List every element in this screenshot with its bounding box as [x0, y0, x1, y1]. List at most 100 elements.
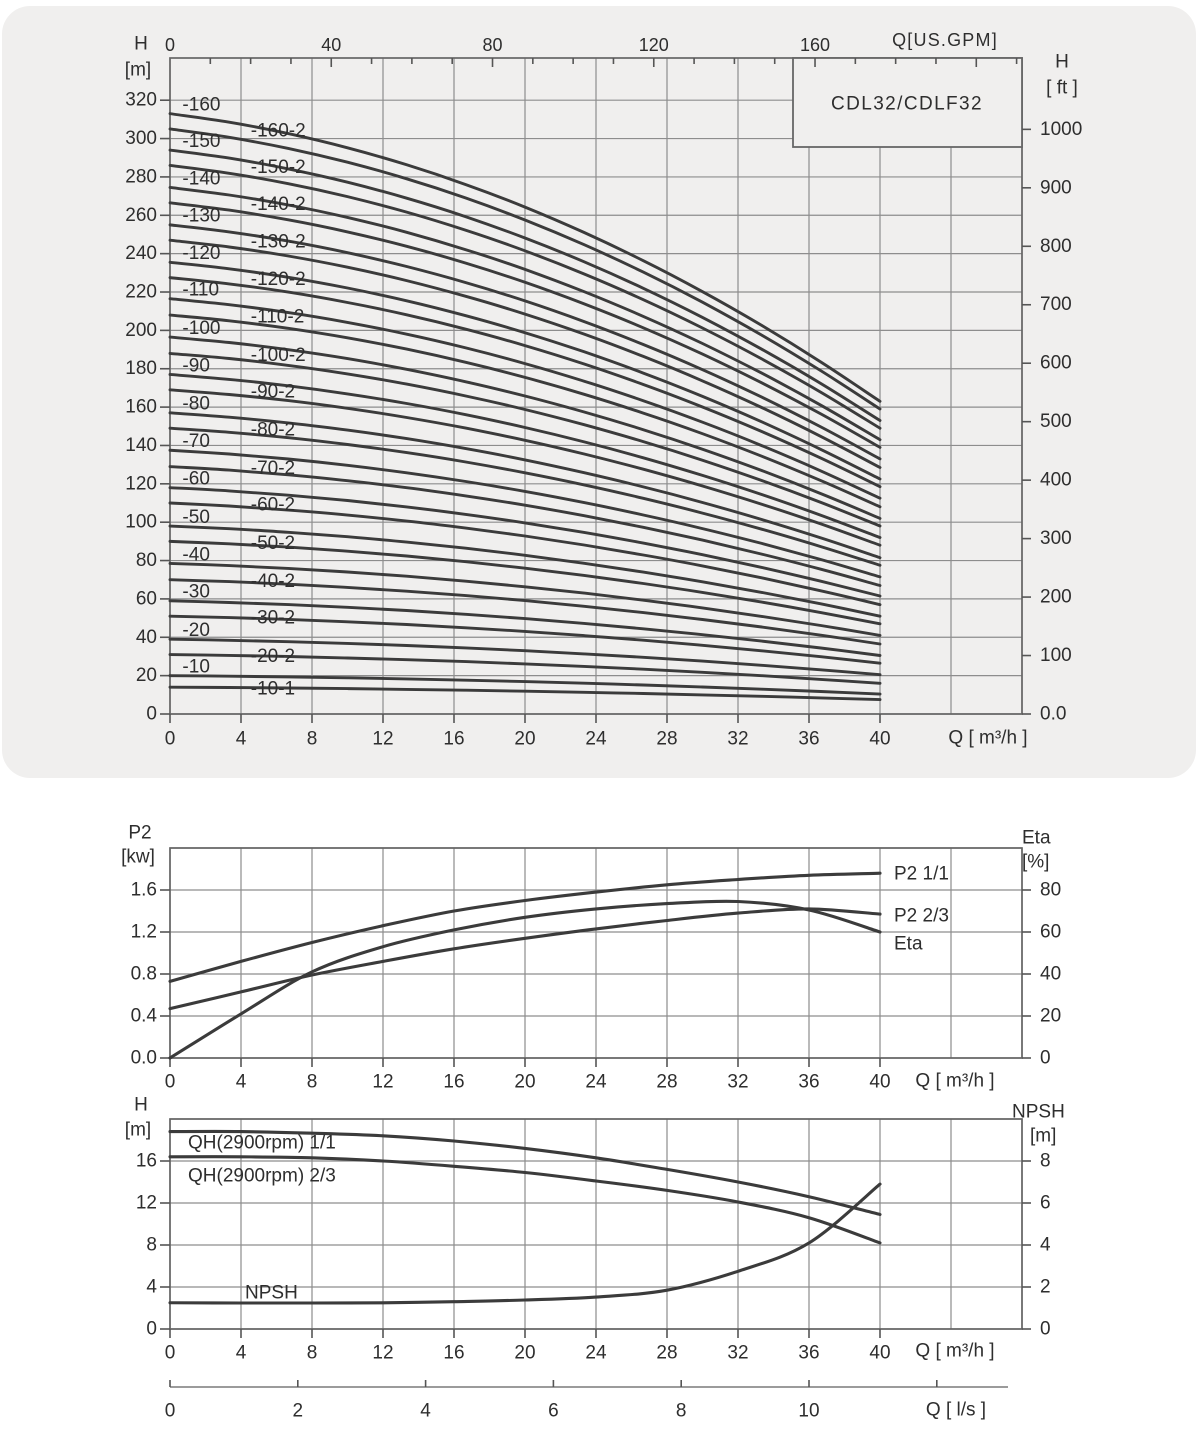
h-ft-tick-label: 800 — [1040, 236, 1072, 257]
curve-label--20: -20 — [182, 620, 209, 641]
curve--160-2 — [168, 127, 882, 411]
q-tick-label: 24 — [585, 1072, 607, 1093]
q-tick-label: 12 — [372, 1343, 393, 1364]
curve--100 — [168, 335, 882, 520]
h-axis-unit: [m] — [125, 1120, 151, 1141]
q-tick-label: 16 — [443, 1343, 464, 1364]
h-ft-tick-label: 100 — [1040, 645, 1072, 666]
curve--160 — [168, 112, 882, 403]
labels: -160 -160-2 -150 -150-2 -140 -140-2 -130 -130-2… — [125, 30, 1082, 750]
curve-P2-2/3 — [168, 907, 882, 1011]
h-m-tick-label: 160 — [125, 397, 157, 418]
npsh-tick-label: 2 — [1040, 1277, 1051, 1298]
curve-label--160: -160 — [182, 94, 220, 115]
curve--80-2 — [168, 426, 882, 567]
curve-label--120: -120 — [182, 243, 220, 264]
h-m-tick-label: 280 — [125, 166, 157, 187]
q-tick-label: 8 — [307, 729, 318, 750]
p2-tick-label: 0.8 — [131, 964, 157, 985]
curve--60-2 — [168, 501, 882, 607]
curve--110 — [168, 297, 882, 500]
h-m-tick-label: 60 — [136, 588, 157, 609]
curve-label--100-2: -100-2 — [251, 345, 306, 366]
npsh-tick-label: 0 — [1040, 1319, 1051, 1340]
qh-npsh-curves — [168, 1129, 882, 1305]
h-ft-tick-label: 300 — [1040, 528, 1072, 549]
h-m-axis-unit: [m] — [125, 60, 151, 81]
curve--20 — [168, 637, 882, 677]
ls-tick-label: 2 — [293, 1401, 304, 1422]
ls-axis-title: Q [ l/s ] — [926, 1400, 986, 1421]
eta-axis-unit: [%] — [1022, 852, 1049, 873]
eta-axis-title: Eta — [1022, 828, 1051, 849]
h-m-tick-label: 180 — [125, 358, 157, 379]
curve-label--80: -80 — [182, 394, 209, 415]
labels: 0.0 0.4 0.8 1.2 1.6 0 20 40 60 80 0 4 8 12 16 20 24 28 32 3… — [121, 823, 1061, 1093]
eta-tick-label: 60 — [1040, 922, 1061, 943]
axis-ticks — [160, 58, 1031, 723]
curve--90-2 — [168, 388, 882, 547]
pump-curves — [168, 112, 882, 702]
curve-label--10-1: -10-1 — [251, 679, 295, 700]
curve--60 — [168, 486, 882, 598]
series-label-3: Eta — [894, 934, 923, 955]
axis-ticks — [160, 1160, 1031, 1338]
q-tick-label: 0 — [165, 1072, 176, 1093]
h-m-tick-label: 40 — [136, 627, 157, 648]
p2-tick-label: 0.0 — [131, 1048, 157, 1069]
curve--110-2 — [168, 313, 882, 509]
eta-tick-label: 0 — [1040, 1048, 1051, 1069]
p2-axis-title: P2 — [128, 823, 151, 844]
h-tick-label: 16 — [136, 1151, 157, 1172]
curve-label--60-2: -60-2 — [251, 494, 295, 515]
q-axis-title: Q [ m³/h ] — [948, 728, 1027, 749]
q-tick-label: 4 — [236, 1072, 247, 1093]
h-ft-tick-label: 1000 — [1040, 119, 1082, 140]
npsh-axis-title: NPSH — [1012, 1102, 1065, 1123]
h-ft-axis-unit: [ ft ] — [1046, 78, 1078, 99]
h-ft-tick-label: 400 — [1040, 470, 1072, 491]
curve-label--150: -150 — [182, 131, 220, 152]
gpm-tick-label: 80 — [482, 35, 502, 55]
h-m-tick-label: 200 — [125, 320, 157, 341]
p2-tick-label: 0.4 — [131, 1006, 158, 1027]
h-ft-tick-label: 200 — [1040, 587, 1072, 608]
q-tick-label: 40 — [869, 1343, 890, 1364]
h-m-tick-label: 0 — [146, 704, 157, 725]
h-m-tick-label: 220 — [125, 282, 157, 303]
curve--80 — [168, 411, 882, 560]
qh-full-label: QH(2900rpm) 1/1 — [188, 1133, 336, 1154]
eta-tick-label: 80 — [1040, 880, 1061, 901]
curve-Eta — [168, 899, 882, 1060]
curve--30 — [168, 599, 882, 657]
curve--50 — [168, 524, 882, 618]
curve-label--100: -100 — [182, 318, 220, 339]
npsh-tick-label: 4 — [1040, 1235, 1051, 1256]
q-tick-label: 16 — [443, 1072, 464, 1093]
curve-label--50: -50 — [182, 507, 209, 528]
q-tick-label: 40 — [869, 729, 890, 750]
curve--150 — [168, 148, 882, 422]
power-curves — [168, 871, 882, 1060]
h-tick-label: 4 — [146, 1277, 157, 1298]
curve--100-2 — [168, 351, 882, 528]
q-tick-label: 4 — [236, 1343, 247, 1364]
h-ft-tick-label: 900 — [1040, 177, 1072, 198]
h-axis-title: H — [134, 1095, 148, 1116]
q-axis-title: Q [ m³/h ] — [915, 1071, 994, 1092]
ls-tick-label: 6 — [548, 1401, 559, 1422]
eta-tick-label: 40 — [1040, 964, 1061, 985]
curve-NPSH — [168, 1182, 882, 1305]
curve-label--110: -110 — [182, 280, 219, 301]
h-m-tick-label: 260 — [125, 205, 157, 226]
q-tick-label: 40 — [869, 1072, 890, 1093]
power-efficiency-chart: 0.0 0.4 0.8 1.2 1.6 0 20 40 60 80 0 4 8 12 16 20 24 28 32 3… — [121, 823, 1061, 1093]
ls-tick-label: 8 — [676, 1401, 687, 1422]
series-label-2: P2 2/3 — [894, 906, 949, 927]
h-ft-tick-label: 600 — [1040, 353, 1072, 374]
q-tick-label: 4 — [236, 729, 247, 750]
ls-tick-label: 4 — [420, 1401, 431, 1422]
h-ft-axis-title: H — [1055, 52, 1069, 73]
